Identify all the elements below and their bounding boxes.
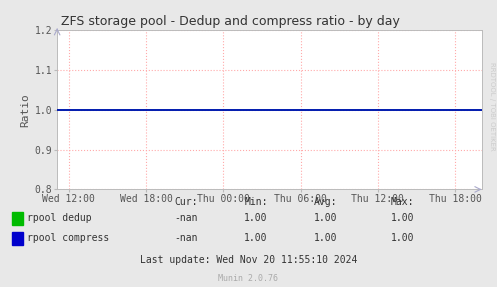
Text: 1.00: 1.00 bbox=[244, 213, 268, 223]
Text: 1.00: 1.00 bbox=[314, 233, 337, 243]
Text: 1.00: 1.00 bbox=[244, 233, 268, 243]
Text: 1.00: 1.00 bbox=[391, 213, 414, 223]
Text: Last update: Wed Nov 20 11:55:10 2024: Last update: Wed Nov 20 11:55:10 2024 bbox=[140, 255, 357, 265]
Text: -nan: -nan bbox=[174, 213, 198, 223]
Text: Munin 2.0.76: Munin 2.0.76 bbox=[219, 274, 278, 283]
Text: -nan: -nan bbox=[174, 233, 198, 243]
Text: Max:: Max: bbox=[391, 197, 414, 207]
Text: rpool compress: rpool compress bbox=[27, 233, 109, 243]
Text: 1.00: 1.00 bbox=[314, 213, 337, 223]
Text: rpool dedup: rpool dedup bbox=[27, 213, 92, 223]
Y-axis label: Ratio: Ratio bbox=[20, 93, 30, 127]
Text: 1.00: 1.00 bbox=[391, 233, 414, 243]
Text: Min:: Min: bbox=[244, 197, 268, 207]
Text: Avg:: Avg: bbox=[314, 197, 337, 207]
Text: RRDTOOL / TOBI OETIKER: RRDTOOL / TOBI OETIKER bbox=[489, 62, 495, 151]
Text: ZFS storage pool - Dedup and compress ratio - by day: ZFS storage pool - Dedup and compress ra… bbox=[62, 15, 400, 28]
Text: Cur:: Cur: bbox=[174, 197, 198, 207]
